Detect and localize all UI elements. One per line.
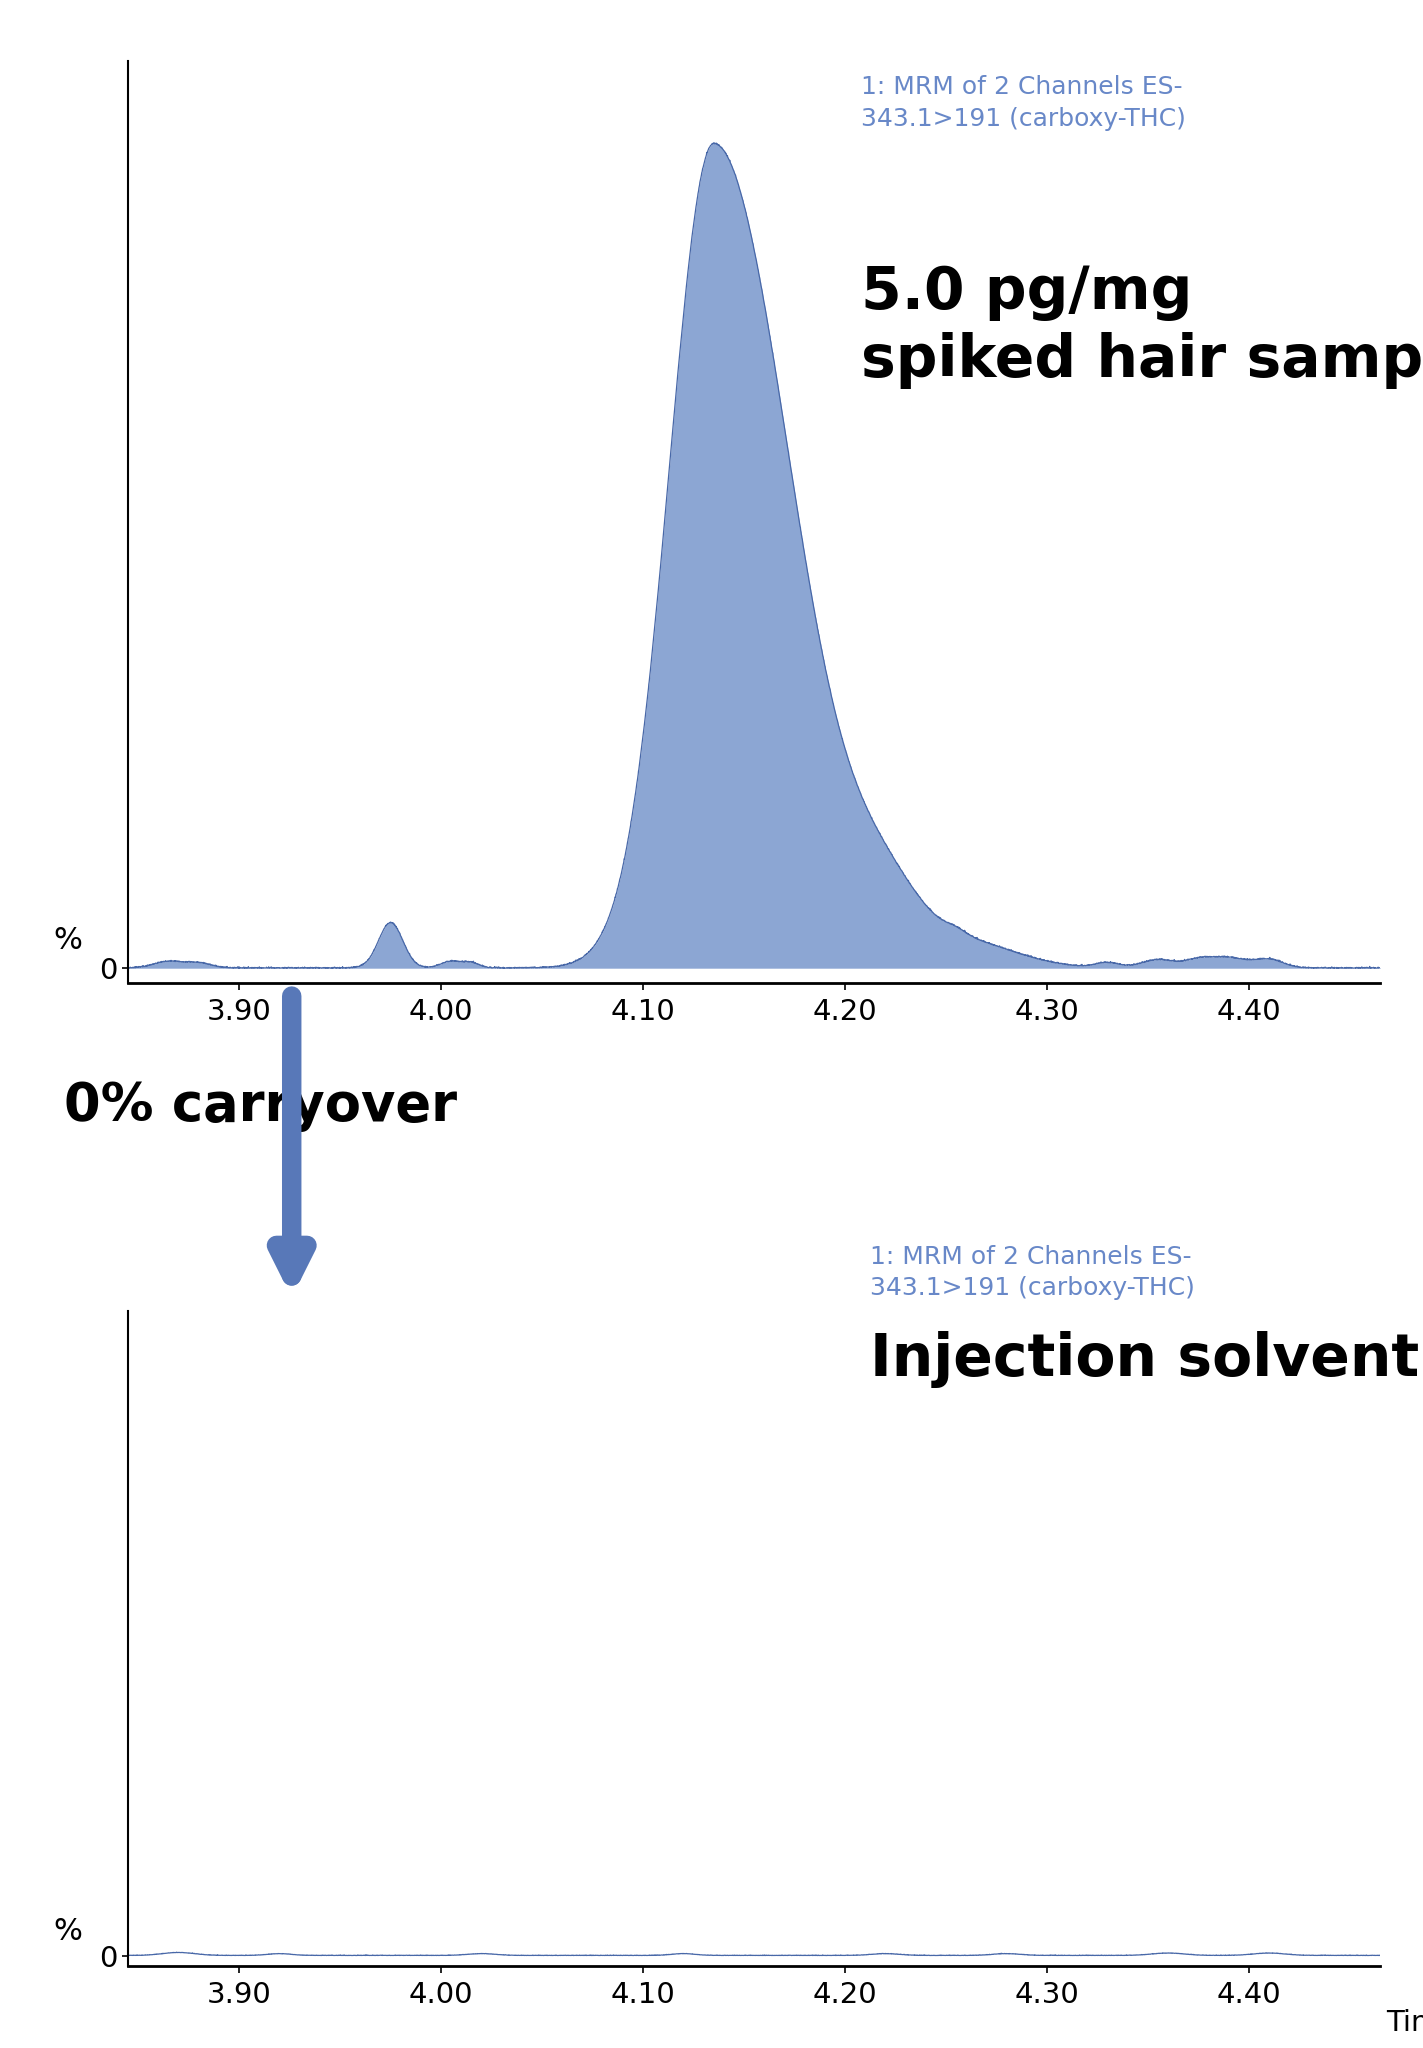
Text: 1: MRM of 2 Channels ES-
343.1>191 (carboxy-THC): 1: MRM of 2 Channels ES- 343.1>191 (carb… (869, 1245, 1194, 1300)
Text: %: % (54, 1917, 83, 1946)
Text: 1: MRM of 2 Channels ES-
343.1>191 (carboxy-THC): 1: MRM of 2 Channels ES- 343.1>191 (carb… (861, 76, 1185, 131)
Text: 5.0 pg/mg
spiked hair sample: 5.0 pg/mg spiked hair sample (861, 264, 1423, 389)
Text: Time: Time (1386, 2009, 1423, 2036)
Text: Injection solvent: Injection solvent (869, 1331, 1419, 1389)
Text: %: % (54, 926, 83, 954)
Text: 0% carryover: 0% carryover (64, 1079, 457, 1133)
